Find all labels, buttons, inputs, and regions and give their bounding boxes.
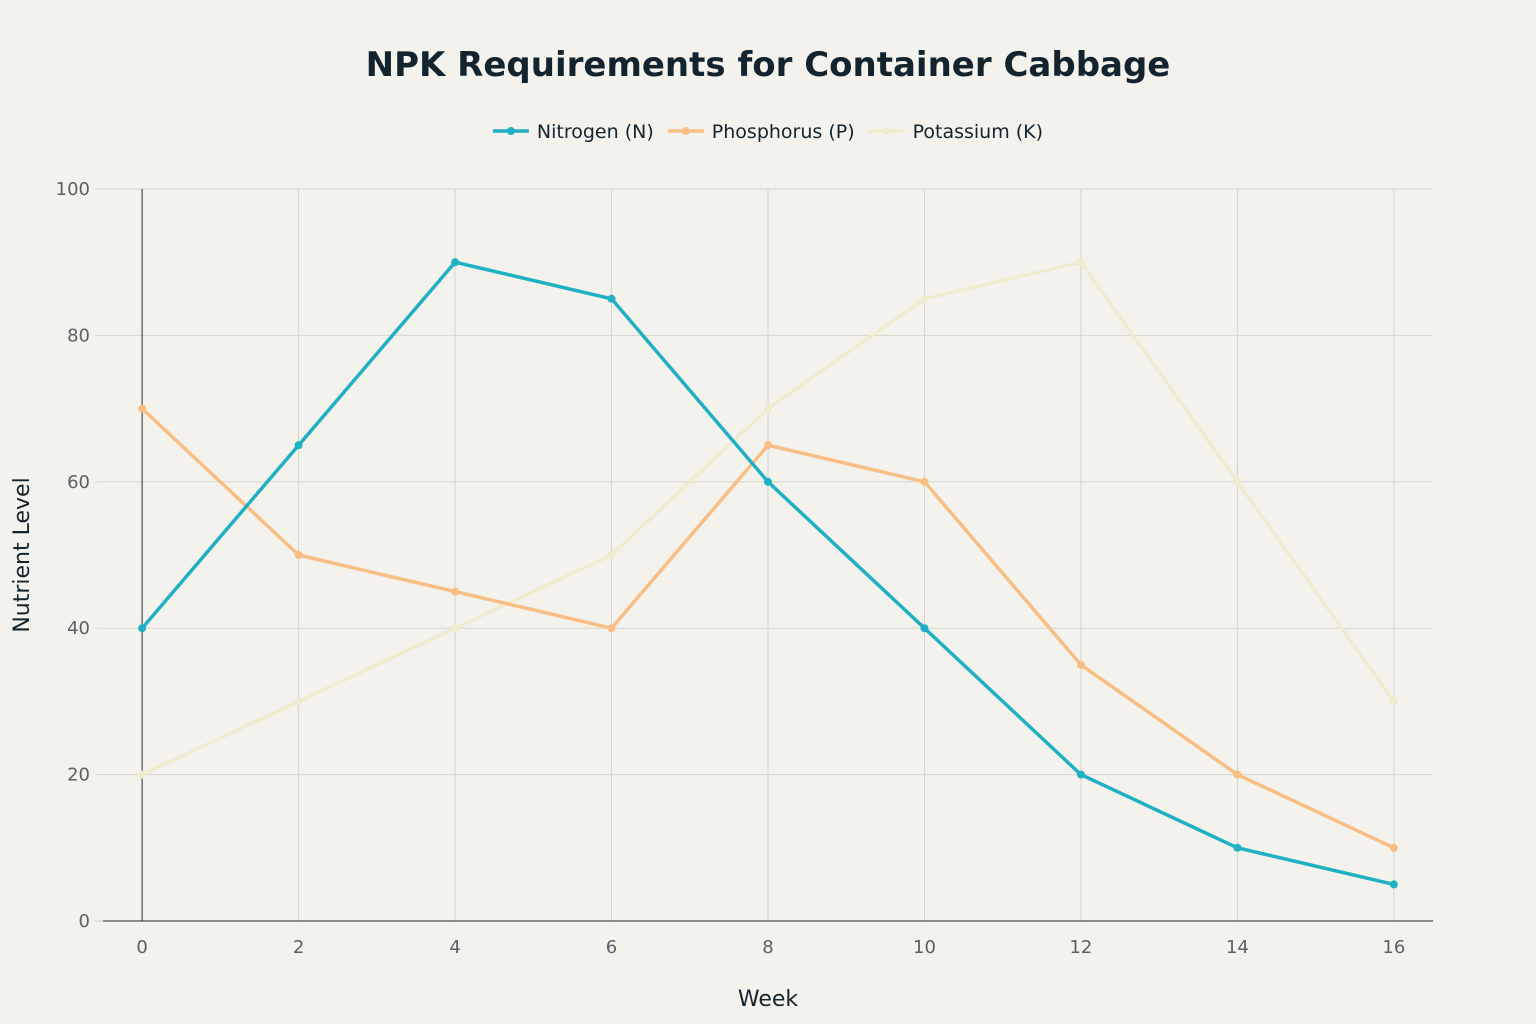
data-point bbox=[1389, 697, 1398, 706]
data-point bbox=[764, 404, 772, 413]
data-point bbox=[1233, 770, 1242, 779]
x-axis-ticks: 0 2 4 6 8 10 12 14 16 bbox=[136, 937, 1405, 958]
data-point bbox=[607, 624, 616, 633]
x-tick-label: 4 bbox=[449, 937, 460, 958]
data-point bbox=[1233, 843, 1242, 852]
legend-item-2: Phosphorus (P) bbox=[667, 121, 855, 143]
data-point bbox=[764, 477, 772, 486]
data-point bbox=[920, 477, 929, 486]
data-point bbox=[294, 551, 303, 559]
x-tick-label: 0 bbox=[136, 937, 147, 958]
data-point bbox=[607, 294, 616, 303]
chart-axes bbox=[103, 189, 1433, 922]
legend-swatch-marker bbox=[506, 127, 515, 135]
x-tick-label: 10 bbox=[913, 937, 936, 958]
y-tick-label: 60 bbox=[67, 472, 90, 493]
x-tick-label: 14 bbox=[1226, 937, 1249, 958]
y-tick-label: 80 bbox=[67, 325, 90, 346]
data-point bbox=[1076, 660, 1085, 669]
legend-item-1: Nitrogen (N) bbox=[492, 121, 654, 143]
data-point bbox=[138, 404, 147, 413]
data-point bbox=[451, 587, 460, 596]
y-axis-ticks: 0 20 40 60 80 100 bbox=[56, 179, 103, 932]
data-point bbox=[920, 624, 929, 633]
data-point bbox=[138, 770, 147, 779]
series-1 bbox=[138, 258, 1398, 889]
data-point bbox=[1076, 770, 1085, 779]
x-axis-label: Week bbox=[738, 987, 799, 1012]
data-point bbox=[1389, 880, 1398, 889]
data-point bbox=[451, 258, 460, 267]
chart-legend: Nitrogen (N) Phosphorus (P) Potassium (K) bbox=[492, 121, 1043, 143]
data-point bbox=[1076, 258, 1085, 267]
y-tick-label: 0 bbox=[79, 911, 90, 932]
data-point bbox=[451, 624, 460, 633]
legend-label: Phosphorus (P) bbox=[712, 121, 855, 143]
legend-label: Potassium (K) bbox=[913, 121, 1043, 143]
x-tick-label: 2 bbox=[293, 937, 304, 958]
y-tick-label: 40 bbox=[67, 618, 90, 639]
legend-swatch-marker bbox=[681, 127, 690, 135]
x-tick-label: 16 bbox=[1382, 937, 1405, 958]
data-point bbox=[1389, 843, 1398, 852]
series-2 bbox=[138, 404, 1398, 852]
legend-swatch-marker bbox=[882, 127, 891, 135]
data-point bbox=[294, 697, 303, 706]
legend-label: Nitrogen (N) bbox=[537, 121, 654, 143]
data-point bbox=[764, 441, 772, 450]
y-axis-label: Nutrient Level bbox=[10, 477, 35, 632]
data-point bbox=[294, 441, 303, 450]
series-3 bbox=[138, 258, 1398, 779]
chart-series bbox=[138, 258, 1398, 889]
x-tick-label: 12 bbox=[1069, 937, 1092, 958]
data-point bbox=[920, 294, 929, 303]
data-point bbox=[138, 624, 147, 633]
x-tick-label: 6 bbox=[606, 937, 617, 958]
data-point bbox=[607, 551, 616, 559]
x-tick-label: 8 bbox=[762, 937, 773, 958]
legend-item-3: Potassium (K) bbox=[868, 121, 1043, 143]
data-point bbox=[1233, 477, 1242, 486]
y-tick-label: 20 bbox=[67, 765, 90, 786]
chart-title: NPK Requirements for Container Cabbage bbox=[366, 45, 1171, 85]
y-tick-label: 100 bbox=[56, 179, 90, 200]
